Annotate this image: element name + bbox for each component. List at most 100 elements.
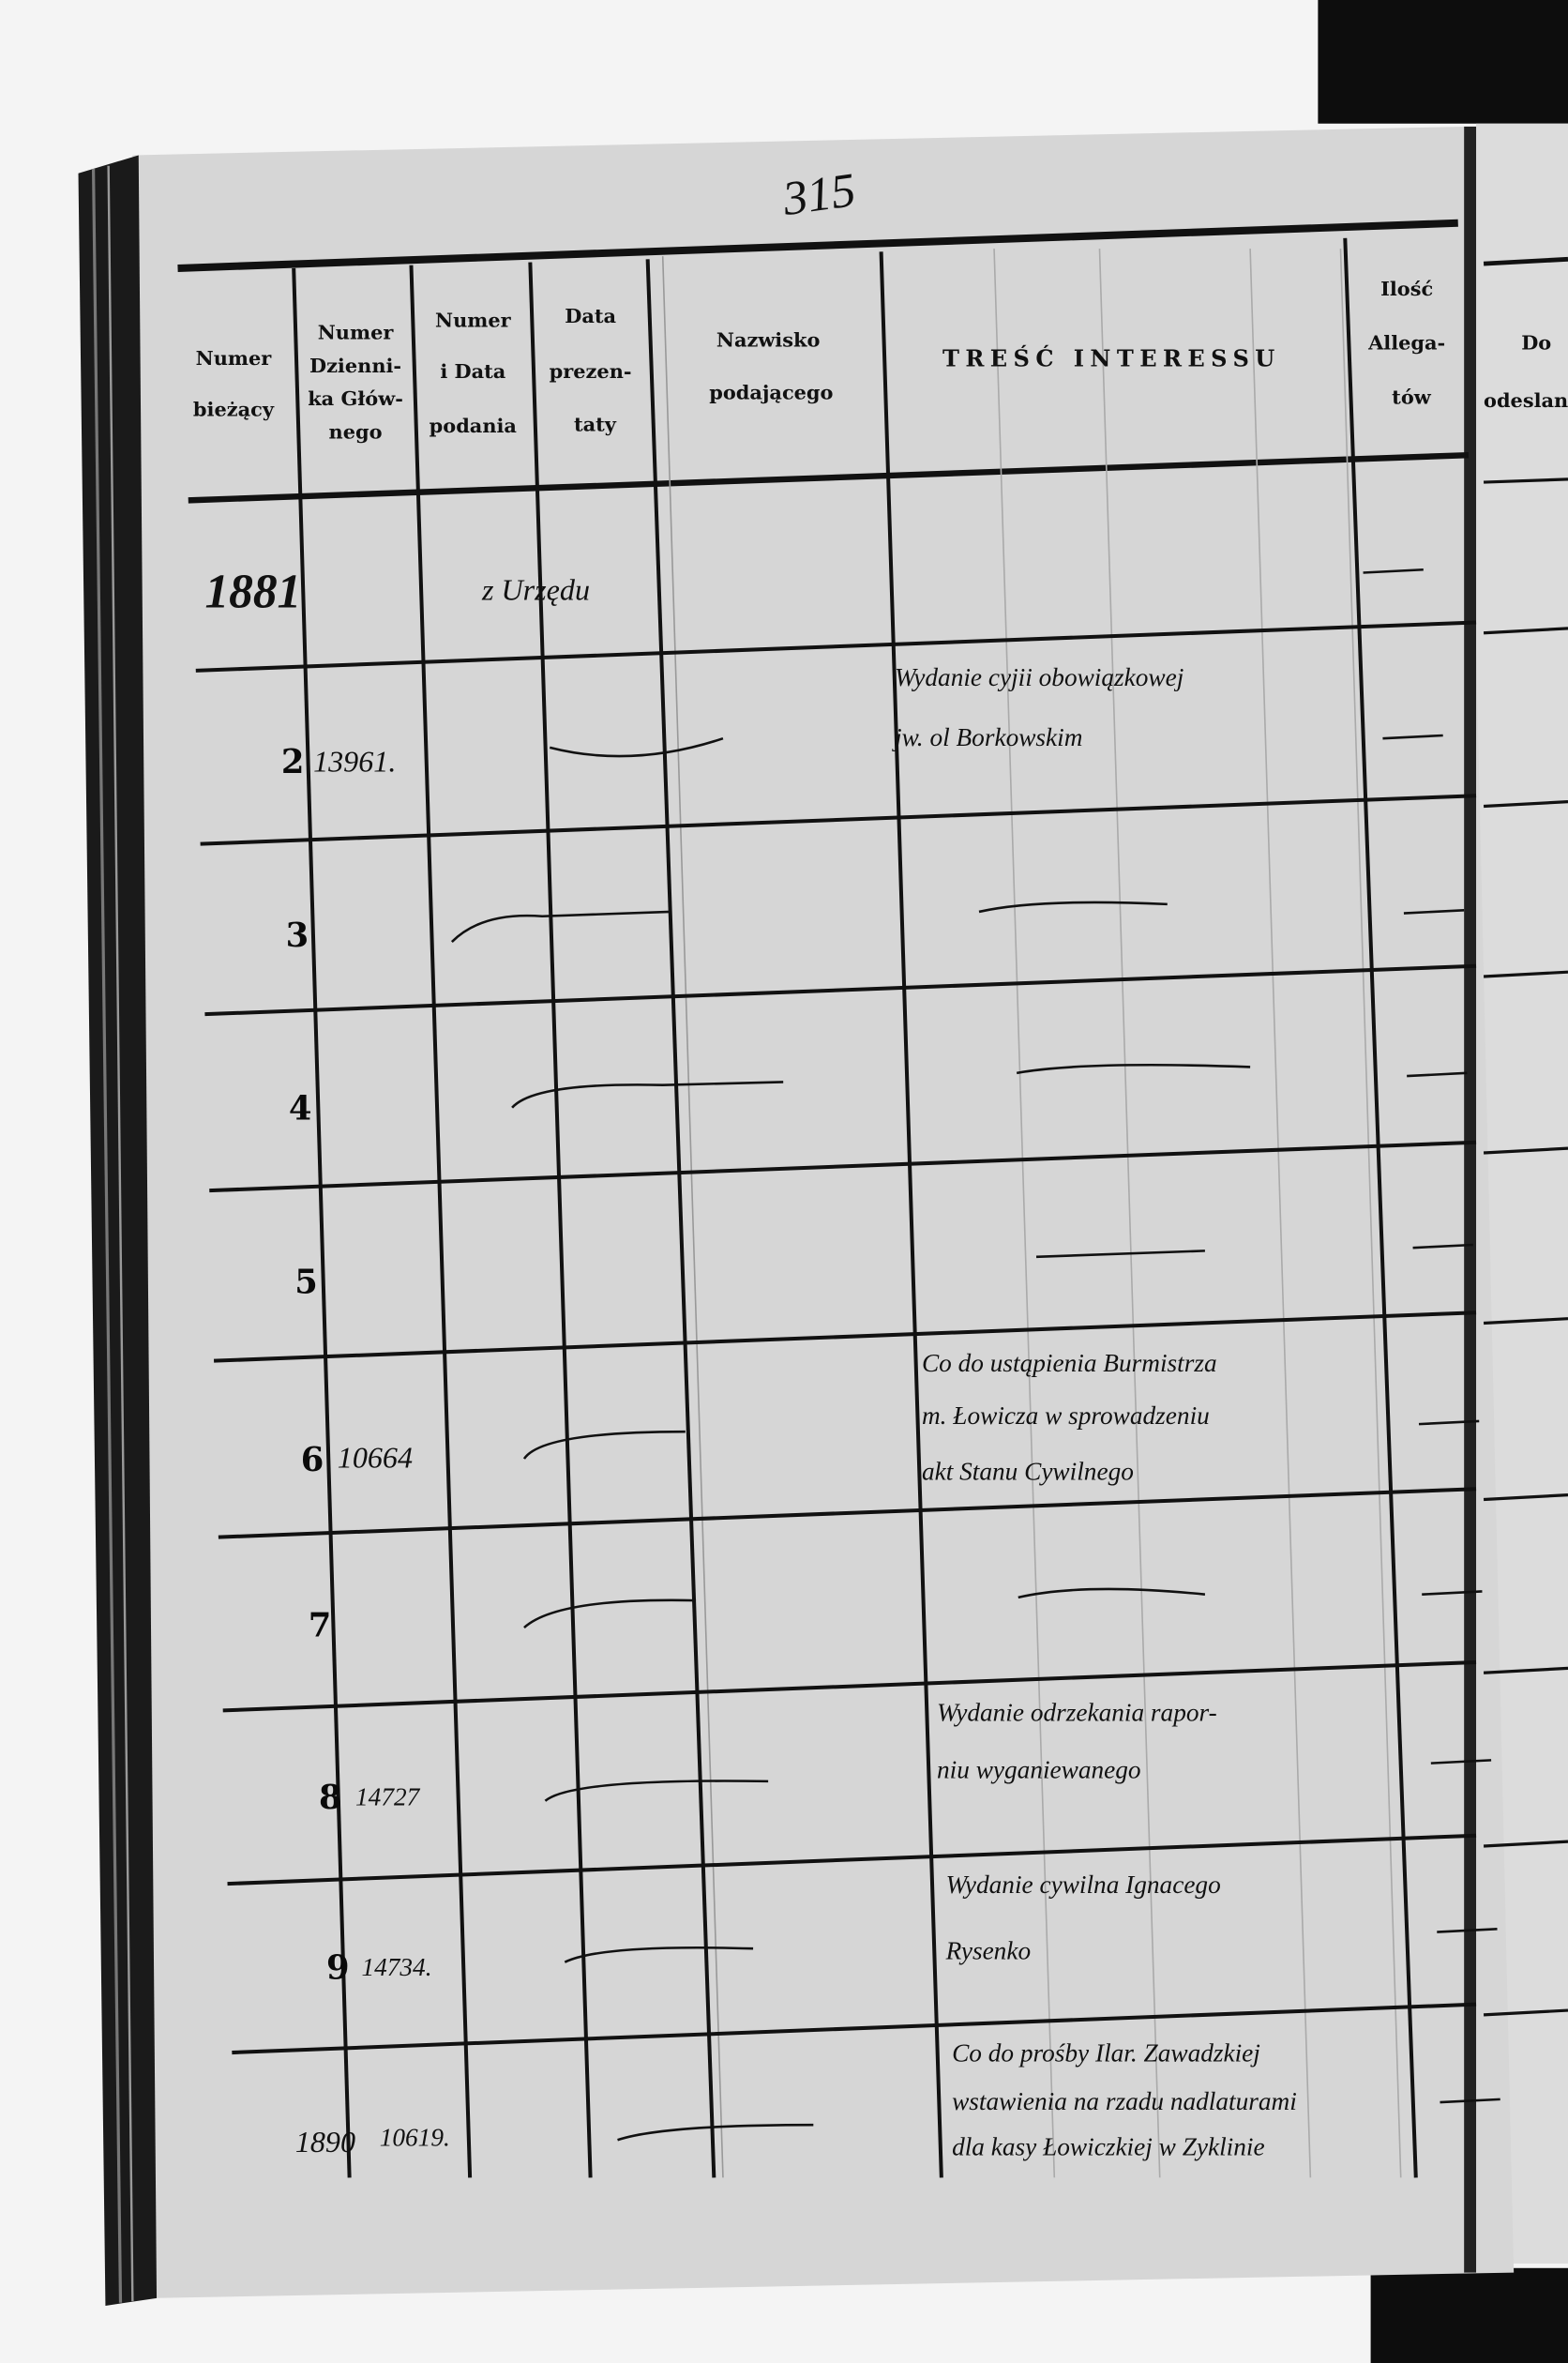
ditto-dash <box>1412 1243 1473 1250</box>
row-rule <box>222 1659 1477 1713</box>
ditto-dash <box>978 901 1168 914</box>
row-rule <box>218 1487 1477 1539</box>
row-content-line: Wydanie cywilna Ignacego <box>946 1871 1221 1899</box>
ditto-dash <box>1363 568 1424 574</box>
table-row: 3 <box>286 916 309 955</box>
row-rule-facing <box>1483 1840 1568 1848</box>
column-rule <box>292 267 352 2178</box>
ditto-dash <box>617 2123 814 2142</box>
row-number: 7 <box>309 1607 332 1645</box>
header-numer-data-2: i Data <box>440 359 505 383</box>
page-edge-stack <box>78 155 158 2306</box>
row-rule-facing <box>1483 627 1568 635</box>
ditto-dash <box>1403 909 1465 915</box>
header-bottom-rule <box>188 451 1470 504</box>
row-rule <box>200 794 1477 846</box>
row-content-line: Co do prośby Ilar. Zawadzkiej <box>952 2039 1260 2068</box>
paper <box>132 126 1515 2298</box>
table-row: 2 13961. Wydanie cyjii obowiązkowej jw. … <box>281 663 1184 781</box>
row-number: 1881 <box>204 565 301 618</box>
header-nazwisko-1: Nazwisko <box>716 327 821 351</box>
row-content-line: wstawienia na rzadu nadlaturami <box>952 2087 1297 2115</box>
table-row: 6 10664 Co do ustąpienia Burmistrza m. Ł… <box>301 1349 1217 1486</box>
header-ilosc-3: tów <box>1392 386 1432 409</box>
row-content-line: akt Stanu Cywilnego <box>922 1458 1134 1486</box>
header-top-rule <box>177 219 1458 272</box>
ditto-dash <box>522 1430 686 1460</box>
row-rule-facing <box>1483 1666 1568 1674</box>
header-dziennik-1: Numer <box>318 320 395 343</box>
table-row: 5 <box>294 1263 318 1301</box>
gutter <box>1464 126 1477 2273</box>
faint-column-rule <box>993 249 1056 2178</box>
scan-dark-corner-bottom <box>1370 2267 1568 2363</box>
faint-column-rule <box>1339 249 1402 2178</box>
row-journal-number: 14727 <box>355 1783 421 1811</box>
header-top-rule-facing <box>1483 256 1568 266</box>
header-data-prezentaty-1: Data <box>565 304 616 327</box>
table-row: 1890 10619. Co do prośby Ilar. Zawadzkie… <box>295 2039 1297 2161</box>
ditto-dash <box>1430 1759 1492 1765</box>
row-content-line: m. Łowicza w sprowadzeniu <box>922 1401 1210 1430</box>
faint-column-rule <box>1249 249 1312 2178</box>
row-number: 9 <box>326 1948 350 1987</box>
row-number: 2 <box>281 743 305 781</box>
header-dziennik-2: Dzienni- <box>309 354 401 377</box>
column-rule <box>528 262 593 2178</box>
row-rule-facing <box>1483 970 1568 978</box>
ditto-dash <box>1018 1587 1206 1599</box>
header-numer-biezacy-1: Numer <box>196 346 273 370</box>
ditto-dash <box>1382 734 1443 740</box>
row-journal-number: 10664 <box>338 1441 413 1475</box>
header-tresc-interessu: TREŚĆ INTERESSU <box>942 344 1281 371</box>
row-rule-facing <box>1483 1146 1568 1155</box>
row-number: 8 <box>319 1779 342 1817</box>
row-rule-facing <box>1483 1493 1568 1502</box>
row-rule <box>195 620 1477 673</box>
table-header: Numer bieżący Numer Dzienni- ka Głów- ne… <box>193 277 1568 444</box>
ditto-dash <box>1440 2098 1500 2104</box>
ditto-dash <box>511 1081 784 1109</box>
row-rule <box>209 1140 1477 1193</box>
header-data-prezentaty-2: prezen- <box>550 359 632 383</box>
row-rule <box>227 1833 1477 1886</box>
row-rule-facing <box>1483 800 1568 809</box>
faint-column-rule <box>1098 249 1161 2178</box>
header-nazwisko-2: podającego <box>709 381 833 404</box>
row-rule-facing <box>1483 2008 1568 2017</box>
header-ilosc-1: Ilość <box>1380 277 1433 300</box>
row-number: 4 <box>289 1090 312 1128</box>
header-bottom-rule-facing <box>1483 477 1568 484</box>
ditto-dash <box>549 736 724 758</box>
row-content-line: Wydanie cyjii obowiązkowej <box>895 663 1184 691</box>
row-submitter: z Urzędu <box>481 572 590 606</box>
column-rule <box>661 256 724 2178</box>
ditto-dash <box>1035 1250 1205 1259</box>
row-rule-facing <box>1483 1317 1568 1325</box>
row-number: 5 <box>294 1263 318 1301</box>
table-row: 7 <box>309 1607 332 1645</box>
header-numer-data-3: podania <box>430 414 518 437</box>
ruled-grid <box>177 219 1568 2178</box>
row-journal-number: 13961. <box>313 745 396 779</box>
ditto-dash <box>544 1780 769 1802</box>
ditto-dash <box>450 910 671 943</box>
page-number: 315 <box>778 163 858 226</box>
row-rule <box>213 1310 1477 1363</box>
ditto-dash <box>1418 1419 1480 1426</box>
row-content-line: Rysenko <box>945 1936 1031 1964</box>
row-number: 1890 <box>295 2125 355 2159</box>
row-rule <box>232 2002 1477 2055</box>
ditto-dash <box>523 1598 697 1628</box>
row-journal-number: 10619. <box>380 2124 450 2152</box>
header-dziennik-4: nego <box>329 419 383 443</box>
row-journal-number: 14734. <box>361 1953 431 1981</box>
ditto-dash <box>1437 1928 1498 1933</box>
row-content-line: Co do ustąpienia Burmistrza <box>922 1349 1217 1377</box>
header-ilosc-2: Allega- <box>1367 331 1445 355</box>
column-rule <box>645 259 716 2178</box>
row-number: 6 <box>301 1441 324 1479</box>
header-right-page-2: odeslan <box>1484 388 1568 412</box>
row-number: 3 <box>286 916 309 955</box>
